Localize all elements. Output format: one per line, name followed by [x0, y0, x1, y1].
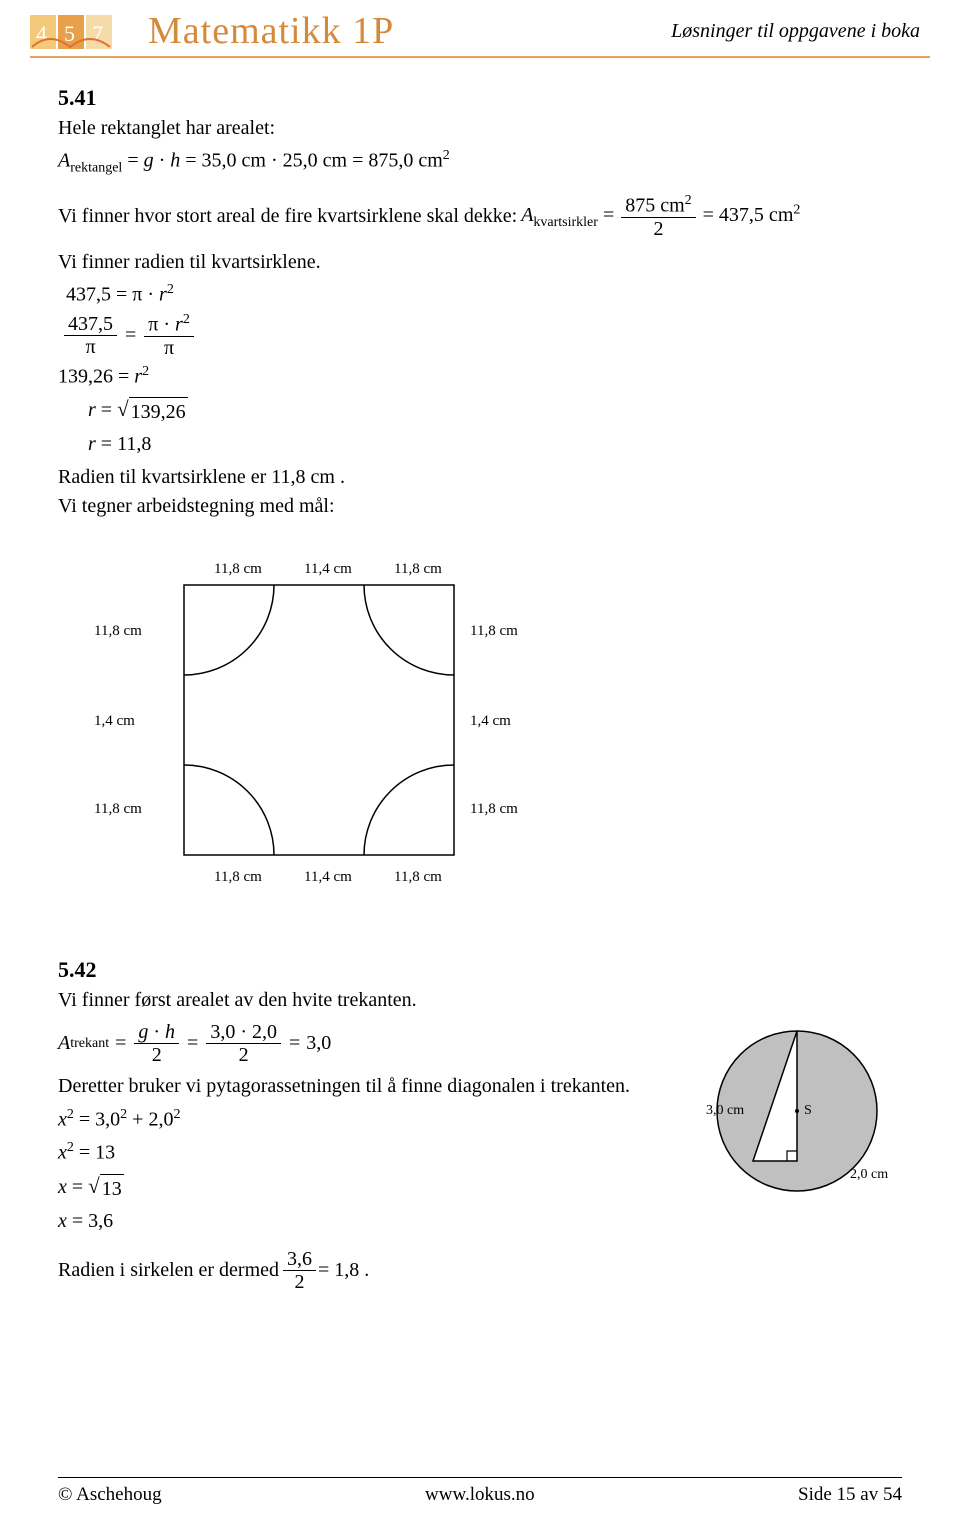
section-5-42: 5.42 Vi finner først arealet av den hvit… [58, 954, 902, 1292]
footer-divider [58, 1477, 902, 1478]
section-5-41: 5.41 Hele rektanglet har arealet: Arekta… [58, 82, 902, 924]
equation: 139,26 = r2 [58, 362, 902, 392]
equation: Arektangel = g · h = 35,0 cm · 25,0 cm =… [58, 146, 902, 179]
equation: Vi finner hvor stort areal de fire kvart… [58, 193, 902, 240]
text-span: Radien i sirkelen er dermed [58, 1256, 279, 1285]
diagram-label: 11,8 cm [94, 801, 142, 817]
quartcircle-diagram: 11,8 cm 11,4 cm 11,8 cm 11,8 cm 11,4 cm … [74, 545, 902, 924]
diagram-label: 1,4 cm [94, 713, 135, 729]
diagram-label: 11,8 cm [470, 623, 518, 639]
diagram-label: 11,4 cm [304, 561, 352, 577]
equation: r = 11,8 [88, 430, 902, 459]
page-footer: © Aschehoug www.lokus.no Side 15 av 54 [0, 1477, 960, 1506]
text-line: Deretter bruker vi pytagorassetningen ti… [58, 1072, 664, 1101]
diagram-label: 11,8 cm [94, 623, 142, 639]
diagram-label: 11,4 cm [304, 869, 352, 885]
text-line: Vi finner først arealet av den hvite tre… [58, 986, 664, 1015]
equation: 437,5 π = π · r2 π [62, 312, 902, 359]
text-line: Radien til kvartsirklene er 11,8 cm . [58, 463, 902, 492]
equation: x = √13 [58, 1171, 664, 1204]
brand-title: Matematikk 1P [148, 9, 394, 53]
text-line: Vi tegner arbeidstegning med mål: [58, 492, 902, 521]
equation: Radien i sirkelen er dermed 3,6 2 = 1,8 … [58, 1248, 664, 1293]
header-subtitle: Løsninger til oppgavene i boka [671, 20, 920, 43]
page-header: 4 5 7 Matematikk 1P Løsninger til oppgav… [0, 0, 960, 56]
text-span: Vi finner hvor stort areal de fire kvart… [58, 202, 517, 231]
logo-area: 4 5 7 Matematikk 1P [30, 9, 394, 53]
diagram-label: 11,8 cm [214, 561, 262, 577]
label-3cm: 3,0 cm [706, 1103, 744, 1118]
equation: 437,5 = π · r2 [66, 280, 902, 310]
footer-right: Side 15 av 54 [798, 1484, 902, 1506]
svg-text:5: 5 [64, 21, 75, 46]
footer-left: © Aschehoug [58, 1484, 162, 1506]
circle-diagram: S 3,0 cm 2,0 cm [692, 1016, 902, 1225]
diagram-label: 1,4 cm [470, 713, 511, 729]
content-area: 5.41 Hele rektanglet har arealet: Arekta… [0, 58, 960, 1293]
section-number: 5.41 [58, 82, 902, 114]
diagram-label: 11,8 cm [394, 869, 442, 885]
logo-icon: 4 5 7 [30, 11, 140, 51]
footer-center: www.lokus.no [425, 1484, 535, 1506]
equation: x2 = 3,02 + 2,02 [58, 1105, 664, 1135]
equation: x = 3,6 [58, 1207, 664, 1236]
diagram-label: 11,8 cm [470, 801, 518, 817]
equation: r = √139,26 [88, 394, 902, 427]
equation: x2 = 13 [58, 1138, 664, 1168]
label-S: S [804, 1103, 812, 1118]
label-2cm: 2,0 cm [850, 1167, 888, 1182]
diagram-label: 11,8 cm [214, 869, 262, 885]
diagram-label: 11,8 cm [394, 561, 442, 577]
text-line: Hele rektanglet har arealet: [58, 114, 902, 143]
equation: Atrekant = g · h 2 = 3,0 · 2,0 2 = 3,0 [58, 1021, 664, 1066]
text-line: Vi finner radien til kvartsirklene. [58, 248, 902, 277]
section-number: 5.42 [58, 954, 902, 986]
text-span: = 1,8 . [318, 1256, 369, 1285]
